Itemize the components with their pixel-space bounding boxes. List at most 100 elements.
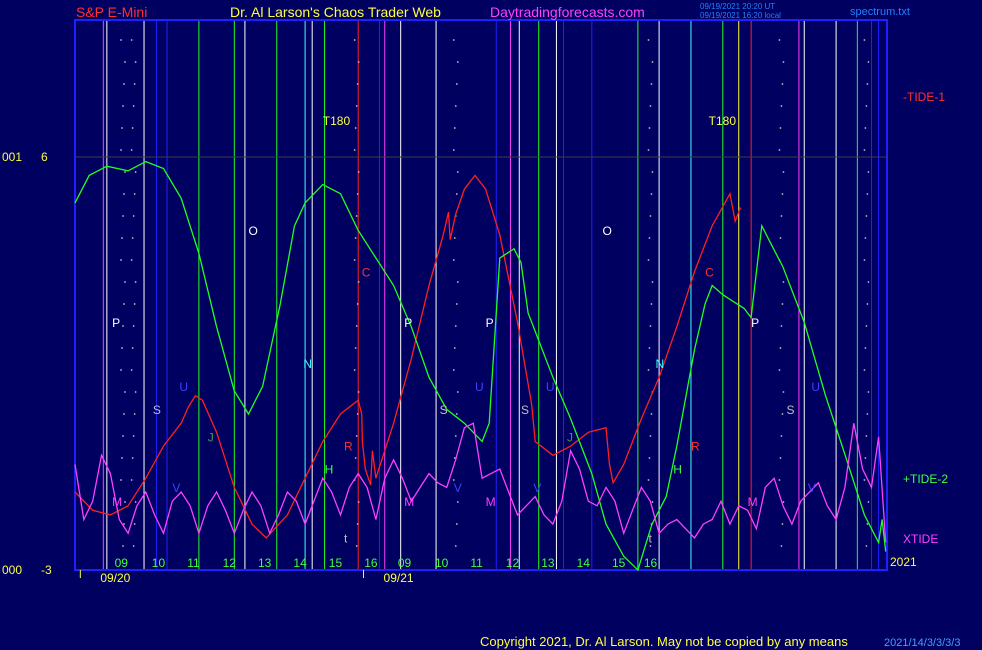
time-dot <box>120 479 122 481</box>
time-dot <box>356 83 359 85</box>
time-dot <box>133 413 136 415</box>
time-dot <box>124 501 126 503</box>
time-dot <box>648 457 651 459</box>
event-marker-label: t <box>648 531 652 545</box>
x-axis: 09 10 11 12 13 14 15 16 09 10 11 12 13 14 15 16 09/20 09/… <box>79 556 658 585</box>
time-dot <box>456 391 459 393</box>
x-tick-label: 09 <box>115 556 129 570</box>
time-dot <box>648 237 651 239</box>
time-dot <box>780 215 783 217</box>
event-marker-label: S <box>153 403 161 417</box>
time-dot <box>453 127 456 129</box>
event-marker-label: R <box>344 440 353 454</box>
time-dot <box>867 61 870 63</box>
time-dot <box>649 105 652 107</box>
time-dot <box>357 281 360 283</box>
time-dot <box>124 171 126 173</box>
time-dot <box>866 193 869 195</box>
event-marker-label: C <box>362 265 371 279</box>
time-dot <box>865 325 868 327</box>
event-marker-label: V <box>454 481 462 495</box>
event-marker-label: M <box>112 495 122 509</box>
time-dot <box>132 325 135 327</box>
time-dot <box>120 259 122 261</box>
xtide-legend: XTIDE <box>903 532 938 546</box>
event-marker-label: P <box>404 316 412 330</box>
time-dot <box>130 479 133 481</box>
x-tick-label: 16 <box>644 556 658 570</box>
event-marker-label: T180 <box>709 114 737 128</box>
event-marker-label: J <box>208 431 214 445</box>
time-dot <box>779 127 782 129</box>
time-dot <box>357 501 360 503</box>
time-dot <box>130 149 133 151</box>
time-dot <box>134 281 137 283</box>
site-link[interactable]: Daytradingforecasts.com <box>490 4 645 20</box>
time-dot <box>134 61 137 63</box>
event-marker-label: V <box>808 481 816 495</box>
time-dot <box>122 545 124 547</box>
time-dot <box>456 171 459 173</box>
time-dot <box>865 215 868 217</box>
time-dot <box>355 545 358 547</box>
time-dot <box>455 523 458 525</box>
time-dot <box>647 369 650 371</box>
time-dot <box>454 105 457 107</box>
time-dot <box>863 149 866 151</box>
event-marker-label: O <box>248 224 257 238</box>
x-tick-label: 13 <box>541 556 555 570</box>
time-dot <box>354 237 357 239</box>
time-dot <box>454 545 457 547</box>
time-dot <box>778 39 781 41</box>
time-dot <box>124 61 126 63</box>
time-dot <box>648 127 651 129</box>
time-dot <box>778 479 781 481</box>
event-marker-label: V <box>533 481 541 495</box>
series-line-1 <box>74 174 742 539</box>
time-dot <box>647 39 650 41</box>
time-dot <box>647 149 650 151</box>
time-dot <box>122 435 124 437</box>
time-dot <box>452 369 455 371</box>
time-dot <box>453 237 456 239</box>
series-lines <box>74 160 887 572</box>
time-dot <box>355 435 358 437</box>
plot-frame <box>74 19 888 571</box>
time-dot <box>780 545 783 547</box>
time-dot <box>650 193 653 195</box>
event-marker-label: O <box>602 224 611 238</box>
time-dot <box>781 523 784 525</box>
time-dot <box>123 413 125 415</box>
y-tick-label: 6 <box>41 150 48 164</box>
time-dot <box>864 347 867 349</box>
event-marker-label: N <box>656 357 665 371</box>
x-tick-label: 16 <box>364 556 378 570</box>
series-line-2 <box>74 160 887 572</box>
time-dot <box>455 83 458 85</box>
time-dot <box>122 325 124 327</box>
event-marker-label: U <box>811 380 820 394</box>
time-dot <box>782 391 785 393</box>
time-dot <box>356 523 359 525</box>
time-dot <box>353 369 356 371</box>
time-dot <box>782 61 785 63</box>
time-dot <box>122 215 124 217</box>
time-dot <box>781 83 784 85</box>
x-date-label: 09/20 <box>100 571 130 585</box>
time-dot <box>452 149 455 151</box>
time-dot <box>357 391 360 393</box>
event-marker-label: J <box>567 431 573 445</box>
time-dot <box>867 391 870 393</box>
time-dot <box>456 281 459 283</box>
time-dot <box>357 61 360 63</box>
event-marker-label: M <box>404 495 414 509</box>
x-tick-label: 13 <box>258 556 272 570</box>
title-label: Dr. Al Larson's Chaos Trader Web <box>230 4 441 20</box>
time-dot <box>863 39 866 41</box>
x-tick-label: 15 <box>612 556 626 570</box>
time-dot <box>120 369 122 371</box>
symbol-label: S&P E-Mini <box>76 4 147 20</box>
time-dot <box>357 171 360 173</box>
